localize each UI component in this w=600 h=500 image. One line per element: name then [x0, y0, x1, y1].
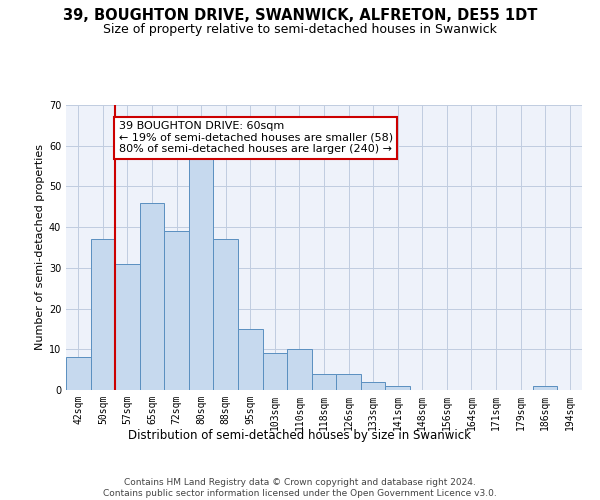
Bar: [533, 386, 557, 390]
Bar: [263, 354, 287, 390]
Bar: [336, 374, 361, 390]
Bar: [238, 329, 263, 390]
Bar: [361, 382, 385, 390]
Bar: [189, 158, 214, 390]
Bar: [164, 231, 189, 390]
Bar: [312, 374, 336, 390]
Bar: [385, 386, 410, 390]
Text: 39 BOUGHTON DRIVE: 60sqm
← 19% of semi-detached houses are smaller (58)
80% of s: 39 BOUGHTON DRIVE: 60sqm ← 19% of semi-d…: [119, 122, 393, 154]
Bar: [91, 240, 115, 390]
Bar: [140, 202, 164, 390]
Text: Contains HM Land Registry data © Crown copyright and database right 2024.
Contai: Contains HM Land Registry data © Crown c…: [103, 478, 497, 498]
Y-axis label: Number of semi-detached properties: Number of semi-detached properties: [35, 144, 44, 350]
Bar: [66, 358, 91, 390]
Text: Size of property relative to semi-detached houses in Swanwick: Size of property relative to semi-detach…: [103, 22, 497, 36]
Bar: [287, 350, 312, 390]
Text: 39, BOUGHTON DRIVE, SWANWICK, ALFRETON, DE55 1DT: 39, BOUGHTON DRIVE, SWANWICK, ALFRETON, …: [63, 8, 537, 22]
Bar: [214, 240, 238, 390]
Bar: [115, 264, 140, 390]
Text: Distribution of semi-detached houses by size in Swanwick: Distribution of semi-detached houses by …: [128, 428, 472, 442]
